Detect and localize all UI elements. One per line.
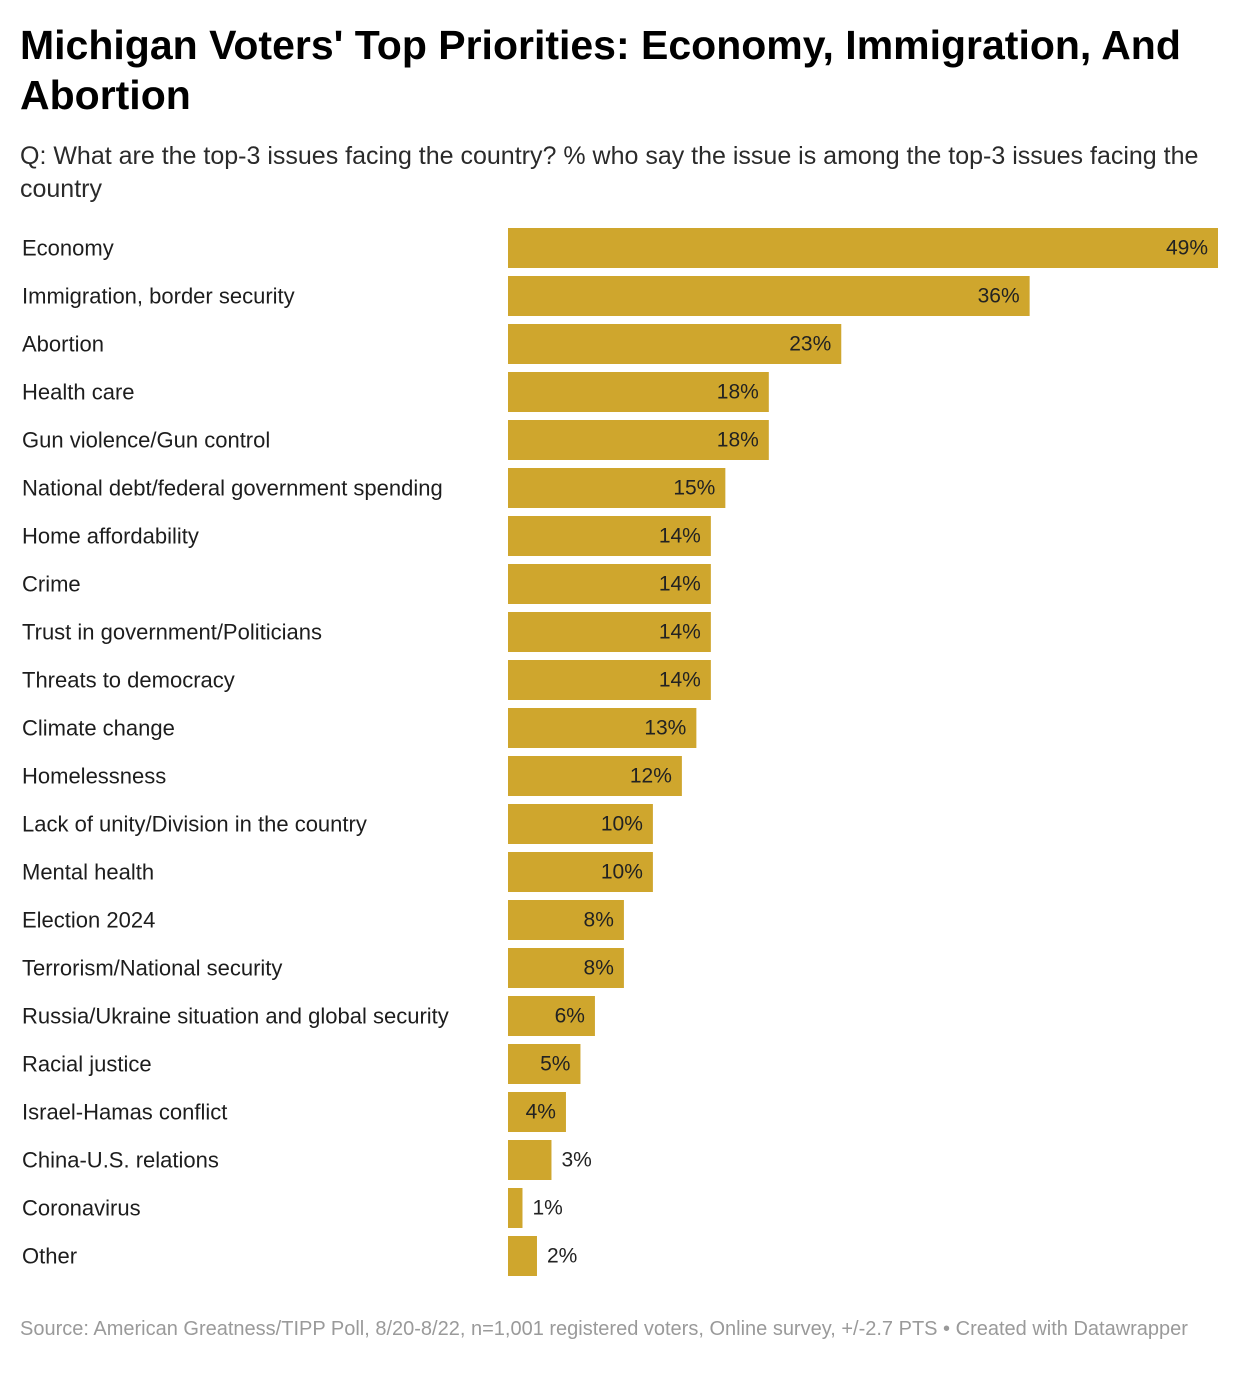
bar <box>508 1044 581 1084</box>
bar <box>508 516 711 556</box>
value-label: 1% <box>532 1197 562 1220</box>
bar-row: Gun violence/Gun control 18% <box>22 420 769 460</box>
bar-row: Other 2% <box>22 1236 577 1276</box>
category-label: Health care <box>22 380 135 405</box>
value-label: 18% <box>717 381 759 404</box>
bar-row: Racial justice 5% <box>22 1044 581 1084</box>
value-label: 4% <box>526 1101 556 1124</box>
value-label: 14% <box>659 621 701 644</box>
footer-separator: • <box>937 1318 956 1340</box>
value-label: 13% <box>644 717 686 740</box>
value-label: 10% <box>601 813 643 836</box>
chart-footer: Source: American Greatness/TIPP Poll, 8/… <box>20 1316 1200 1342</box>
value-label: 6% <box>555 1005 585 1028</box>
category-label: Climate change <box>22 716 175 741</box>
value-label: 18% <box>717 429 759 452</box>
value-label: 36% <box>978 285 1020 308</box>
bar-row: Health care 18% <box>22 372 769 412</box>
bar <box>508 612 711 652</box>
bar <box>508 324 842 364</box>
category-label: Home affordability <box>22 524 199 549</box>
bar <box>508 708 697 748</box>
datawrapper-credit[interactable]: Created with Datawrapper <box>955 1318 1188 1340</box>
bar-row: Immigration, border security 36% <box>22 276 1030 316</box>
category-label: Election 2024 <box>22 908 155 933</box>
category-label: Abortion <box>22 332 104 357</box>
chart-subtitle: Q: What are the top-3 issues facing the … <box>20 142 1199 203</box>
bar <box>508 1188 523 1228</box>
source-note: Source: American Greatness/TIPP Poll, 8/… <box>20 1318 938 1340</box>
value-label: 49% <box>1166 237 1208 260</box>
value-label: 5% <box>540 1053 570 1076</box>
bar <box>508 948 624 988</box>
bar <box>508 468 726 508</box>
bar-row: Threats to democracy 14% <box>22 660 711 700</box>
value-label: 3% <box>561 1149 591 1172</box>
category-label: Trust in government/Politicians <box>22 620 322 645</box>
value-label: 14% <box>659 669 701 692</box>
bar <box>508 564 711 604</box>
category-label: Coronavirus <box>22 1196 141 1221</box>
bar-row: Homelessness 12% <box>22 756 682 796</box>
bar-row: Russia/Ukraine situation and global secu… <box>22 996 595 1036</box>
value-label: 2% <box>547 1245 577 1268</box>
bar <box>508 900 624 940</box>
category-label: Mental health <box>22 860 154 885</box>
bar-row: China-U.S. relations 3% <box>22 1140 592 1180</box>
value-label: 23% <box>789 333 831 356</box>
value-label: 10% <box>601 861 643 884</box>
category-label: Racial justice <box>22 1052 152 1077</box>
category-label: Russia/Ukraine situation and global secu… <box>22 1004 449 1029</box>
value-label: 12% <box>630 765 672 788</box>
bar-row: Home affordability 14% <box>22 516 711 556</box>
bar <box>508 1236 537 1276</box>
bar <box>508 804 653 844</box>
bar-row: Economy 49% <box>22 228 1218 268</box>
bar <box>508 228 1218 268</box>
bar <box>508 1092 566 1132</box>
bar <box>508 660 711 700</box>
category-label: Terrorism/National security <box>22 956 282 981</box>
category-label: Homelessness <box>22 764 166 789</box>
value-label: 15% <box>673 477 715 500</box>
bar-row: Israel-Hamas conflict 4% <box>22 1092 566 1132</box>
value-label: 8% <box>584 957 614 980</box>
category-label: China-U.S. relations <box>22 1148 219 1173</box>
bar-row: Trust in government/Politicians 14% <box>22 612 711 652</box>
bar-row: Coronavirus 1% <box>22 1188 563 1228</box>
bar-row: Abortion 23% <box>22 324 842 364</box>
bar-row: Election 2024 8% <box>22 900 624 940</box>
value-label: 8% <box>584 909 614 932</box>
category-label: Gun violence/Gun control <box>22 428 270 453</box>
category-label: Other <box>22 1244 77 1269</box>
chart-title: Michigan Voters' Top Priorities: Economy… <box>20 22 1181 118</box>
category-label: Lack of unity/Division in the country <box>22 812 367 837</box>
value-label: 14% <box>659 573 701 596</box>
category-label: Crime <box>22 572 81 597</box>
bar <box>508 420 769 460</box>
bar <box>508 996 595 1036</box>
category-label: Economy <box>22 236 114 261</box>
category-label: Israel-Hamas conflict <box>22 1100 227 1125</box>
bar-row: Mental health 10% <box>22 852 653 892</box>
category-label: National debt/federal government spendin… <box>22 476 443 501</box>
bar <box>508 1140 552 1180</box>
bar-row: National debt/federal government spendin… <box>22 468 726 508</box>
bar <box>508 852 653 892</box>
bar <box>508 372 769 412</box>
bar-row: Crime 14% <box>22 564 711 604</box>
category-label: Immigration, border security <box>22 284 295 309</box>
bar-row: Lack of unity/Division in the country 10% <box>22 804 653 844</box>
category-label: Threats to democracy <box>22 668 235 693</box>
bar-row: Terrorism/National security 8% <box>22 948 624 988</box>
bar <box>508 276 1030 316</box>
bar <box>508 756 682 796</box>
bar-row: Climate change 13% <box>22 708 697 748</box>
value-label: 14% <box>659 525 701 548</box>
